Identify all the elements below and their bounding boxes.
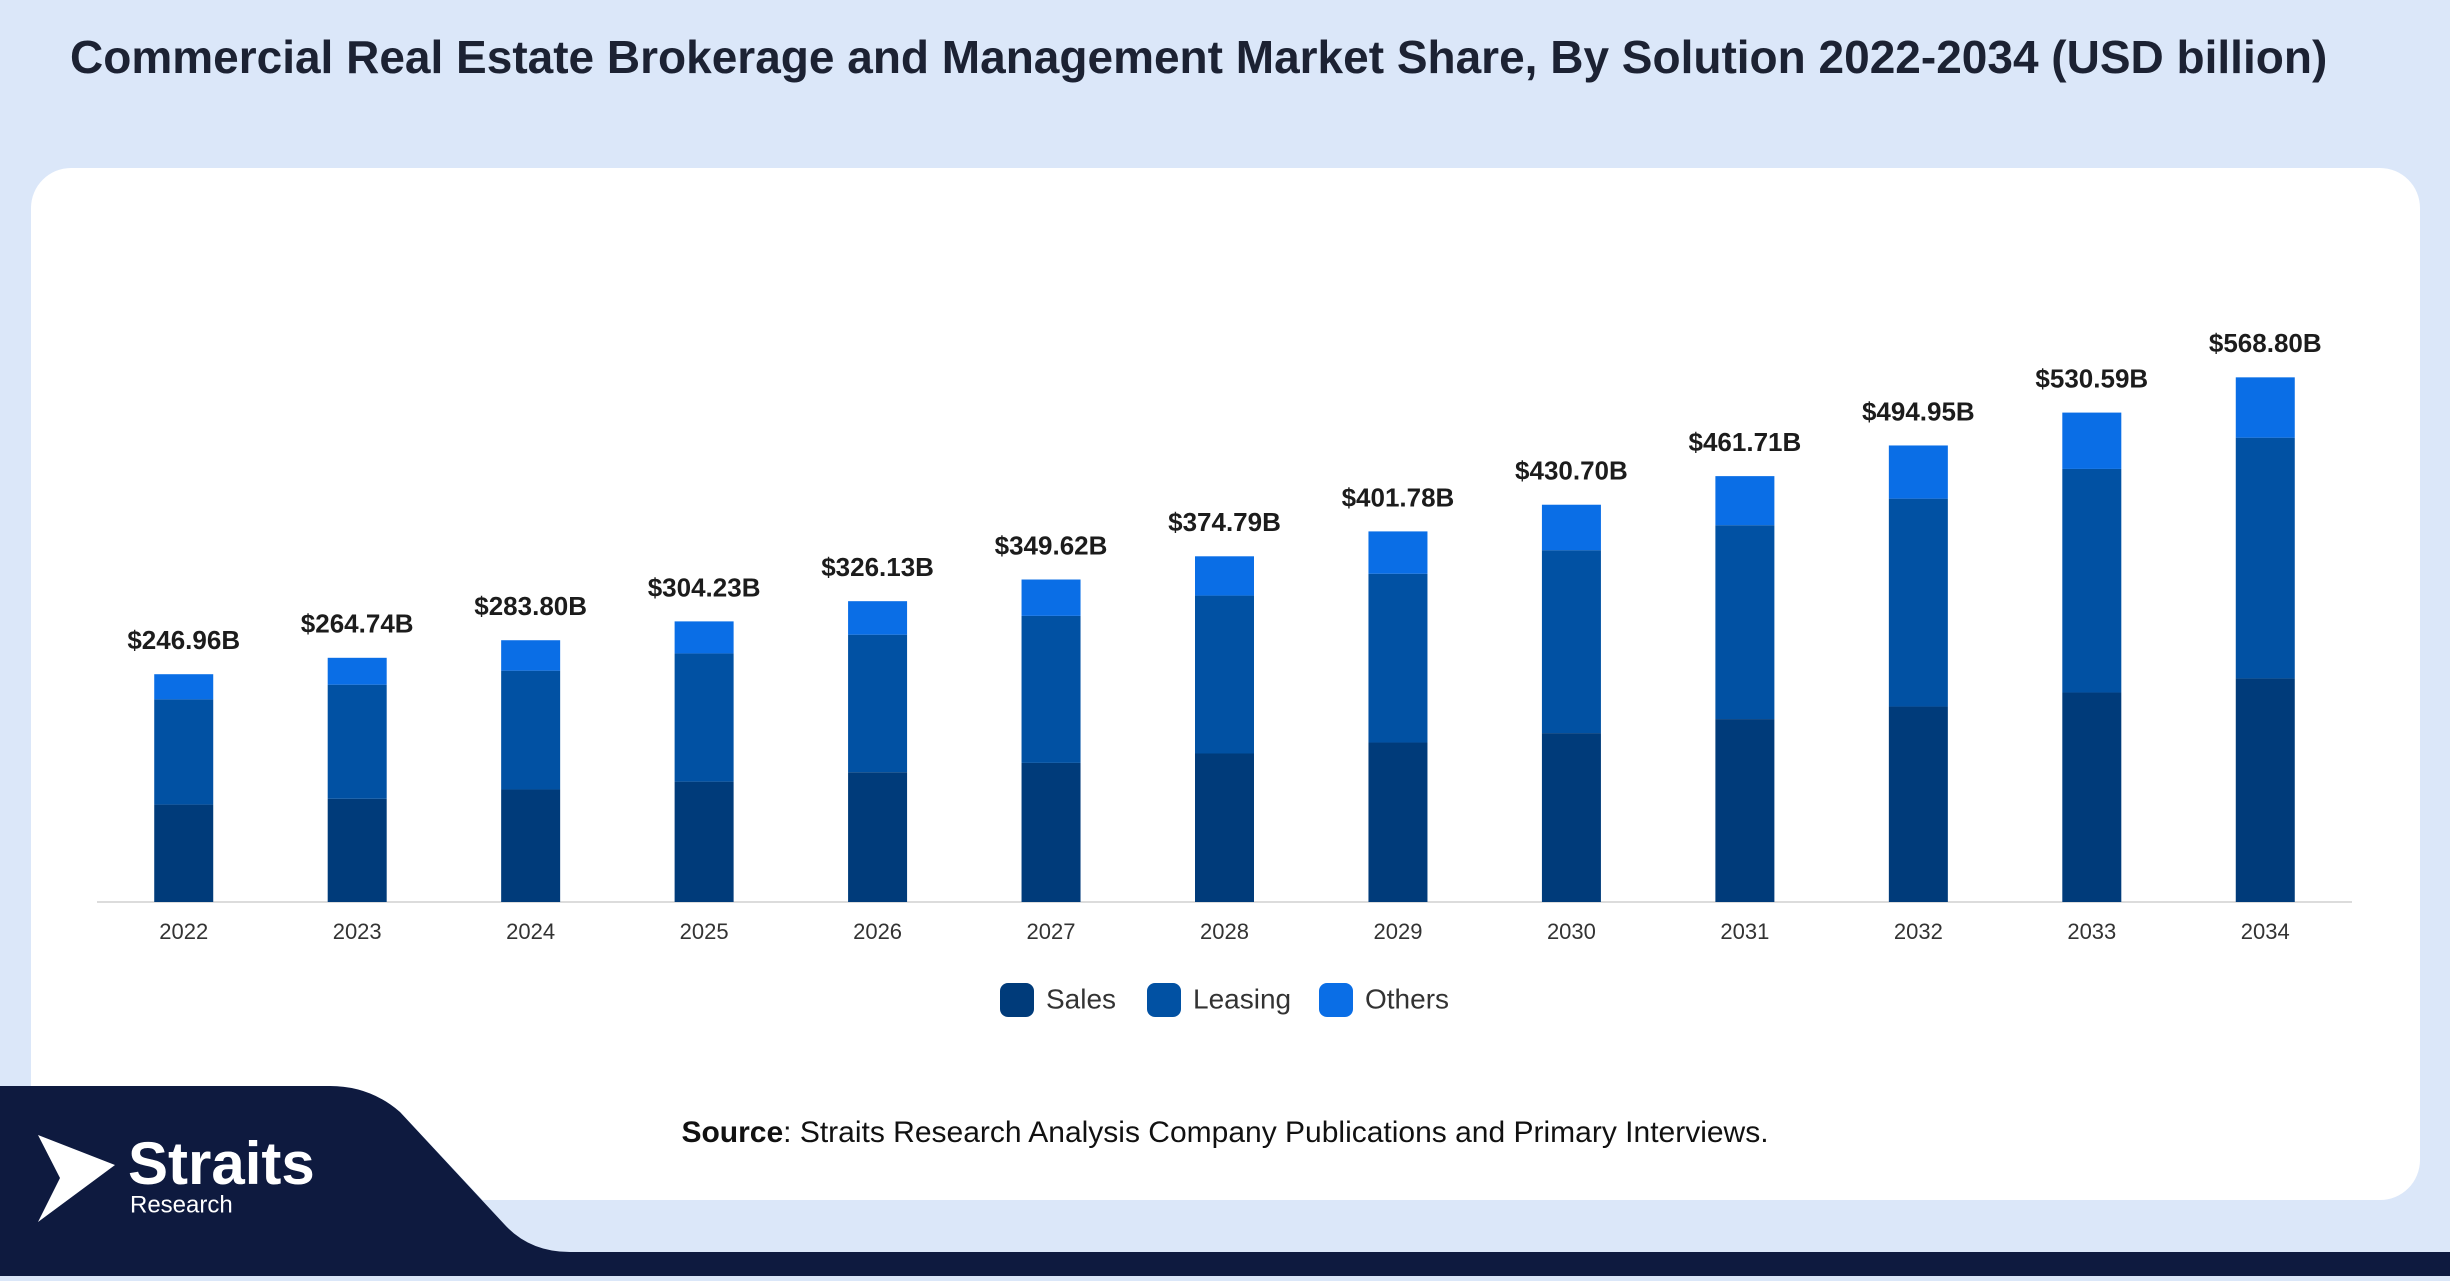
source: Source: Straits Research Analysis Compan… (681, 1116, 1768, 1149)
bar-segment (501, 670, 561, 790)
bar-segment (1888, 445, 1948, 499)
total-label: $530.59B (2035, 363, 2148, 393)
bar-segment (1195, 753, 1254, 902)
bar-segment (327, 798, 387, 902)
bar-segment (1195, 556, 1254, 596)
legend-label: Sales (1046, 983, 1116, 1014)
bar-segment (1715, 525, 1775, 720)
x-tick-label: 2027 (1027, 919, 1076, 944)
total-label: $283.80B (474, 591, 587, 621)
bar-segment (1541, 733, 1601, 902)
bar-segment (1368, 742, 1428, 902)
brand-tagline: Research (130, 1191, 233, 1218)
bar-segment (154, 804, 214, 902)
total-label: $430.70B (1515, 456, 1628, 486)
total-label: $374.79B (1168, 507, 1281, 537)
bar-segment (1715, 719, 1775, 902)
chart-title: Commercial Real Estate Brokerage and Man… (70, 31, 2328, 83)
bar-segment (2062, 692, 2122, 902)
bar-segment (2235, 377, 2295, 438)
bar-segment (327, 684, 387, 799)
title-box: Commercial Real Estate Brokerage and Man… (70, 31, 2328, 83)
x-tick-label: 2033 (2067, 919, 2116, 944)
x-tick-label: 2022 (159, 919, 208, 944)
bar-segment (2235, 678, 2295, 902)
legend-swatch (1319, 983, 1353, 1017)
bar-segment (1021, 579, 1081, 616)
bar-segment (674, 781, 734, 902)
brand-name: Straits (128, 1130, 315, 1197)
footer-dark (0, 1086, 2450, 1276)
x-tick-label: 2030 (1547, 919, 1596, 944)
x-tick-label: 2025 (680, 919, 729, 944)
bar-segment (1021, 762, 1081, 902)
total-label: $568.80B (2209, 328, 2322, 358)
x-tick-label: 2034 (2241, 919, 2290, 944)
total-label: $326.13B (821, 552, 934, 582)
x-tick-label: 2028 (1200, 919, 1249, 944)
legend-swatch (1000, 983, 1034, 1017)
legend-label: Leasing (1193, 983, 1291, 1014)
bar-segment (154, 699, 214, 805)
total-label: $246.96B (127, 625, 240, 655)
x-tick-label: 2031 (1720, 919, 1769, 944)
bar-segment (1195, 595, 1254, 754)
bar-segment (1021, 615, 1081, 763)
bar-segment (848, 601, 908, 635)
total-label: $494.95B (1862, 396, 1975, 426)
x-tick-label: 2032 (1894, 919, 1943, 944)
bar-segment (501, 640, 561, 671)
bar-segment (154, 674, 214, 700)
bar-segment (2062, 412, 2122, 469)
total-label: $264.74B (301, 609, 414, 639)
bar-segment (674, 653, 734, 782)
legend-label: Others (1365, 983, 1449, 1014)
source-text: : Straits Research Analysis Company Publ… (783, 1116, 1768, 1149)
total-label: $349.62B (995, 530, 1108, 560)
bar-segment (2062, 468, 2122, 693)
bar-segment (1888, 706, 1948, 902)
bar-segment (1541, 550, 1601, 734)
bar-segment (1888, 498, 1948, 707)
x-tick-label: 2026 (853, 919, 902, 944)
total-label: $461.71B (1689, 427, 1802, 457)
x-tick-label: 2029 (1373, 919, 1422, 944)
total-label: $401.78B (1342, 482, 1455, 512)
bar-segment (1368, 573, 1428, 743)
bar-segment (674, 621, 734, 654)
bar-segment (1715, 476, 1775, 526)
legend-swatch (1147, 983, 1181, 1017)
logo-mark (38, 1135, 115, 1222)
total-label: $304.23B (648, 572, 761, 602)
bar-segment (2235, 437, 2295, 679)
bar-segment (501, 789, 561, 902)
bar-segment (848, 634, 908, 773)
x-tick-label: 2024 (506, 919, 555, 944)
bar-segment (1541, 504, 1601, 551)
bar-segment (1368, 531, 1428, 574)
bar-segment (327, 657, 387, 685)
source-label: Source (681, 1116, 783, 1149)
bar-segment (848, 772, 908, 902)
x-tick-label: 2023 (333, 919, 382, 944)
